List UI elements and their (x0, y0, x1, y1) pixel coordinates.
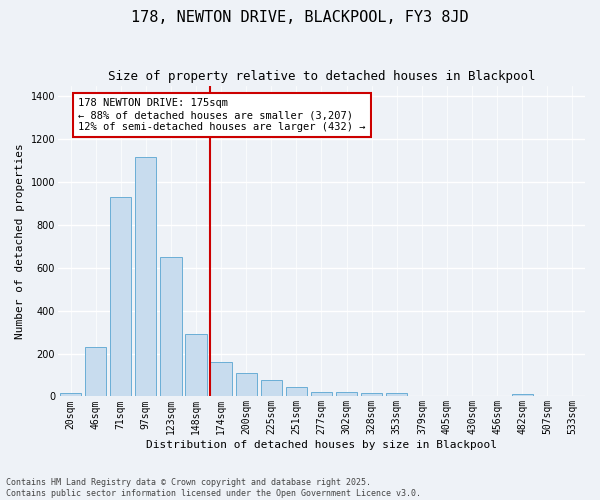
Bar (60, 393, 81, 396)
Bar (135, 158, 157, 396)
Bar (85, 347, 106, 397)
Text: 178, NEWTON DRIVE, BLACKPOOL, FY3 8JD: 178, NEWTON DRIVE, BLACKPOOL, FY3 8JD (131, 10, 469, 25)
Bar (311, 392, 332, 396)
Bar (286, 388, 307, 396)
Bar (386, 393, 407, 396)
Bar (512, 394, 533, 396)
Y-axis label: Number of detached properties: Number of detached properties (15, 143, 25, 339)
Title: Size of property relative to detached houses in Blackpool: Size of property relative to detached ho… (108, 70, 535, 83)
Text: 178 NEWTON DRIVE: 175sqm
← 88% of detached houses are smaller (3,207)
12% of sem: 178 NEWTON DRIVE: 175sqm ← 88% of detach… (78, 98, 365, 132)
Bar (336, 392, 357, 396)
Bar (361, 393, 382, 396)
Bar (185, 334, 206, 396)
Bar (236, 373, 257, 396)
Bar (260, 380, 282, 396)
X-axis label: Distribution of detached houses by size in Blackpool: Distribution of detached houses by size … (146, 440, 497, 450)
Text: Contains HM Land Registry data © Crown copyright and database right 2025.
Contai: Contains HM Land Registry data © Crown c… (6, 478, 421, 498)
Bar (211, 362, 232, 396)
Bar (110, 197, 131, 396)
Bar (160, 257, 182, 396)
